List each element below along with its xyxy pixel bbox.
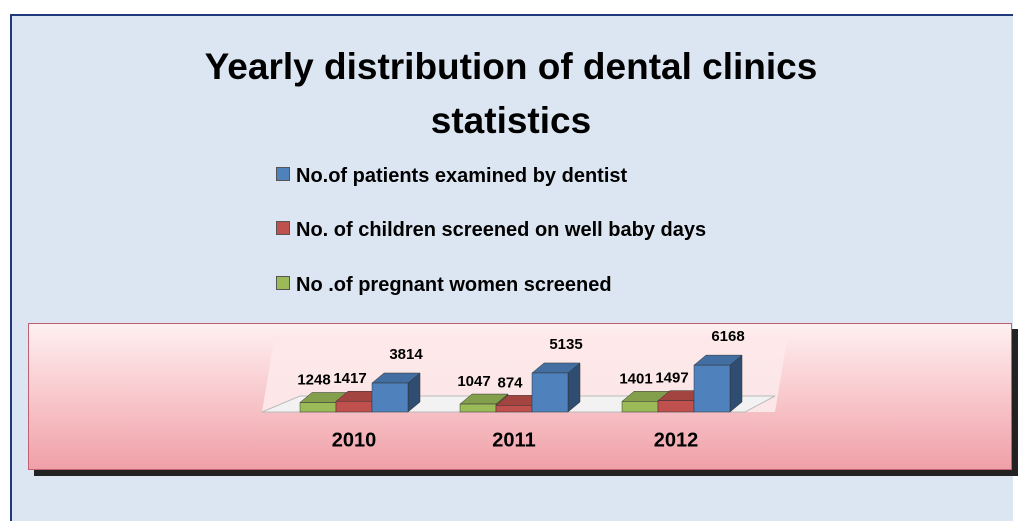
chart-title: Yearly distribution of dental clinics st… [204,46,818,141]
legend-item: No .of pregnant women screened [276,270,776,300]
bar [621,401,659,413]
bar [531,372,569,413]
legend-label: No .of pregnant women screened [296,274,612,296]
data-label: 1047 [457,373,490,390]
data-label: 874 [497,374,523,391]
bar [335,400,373,413]
legend-item: No.of patients examined by dentist [276,161,776,191]
bar [459,403,497,413]
data-label: 3814 [389,346,423,363]
bar [657,400,695,413]
title-wrap: Yearly distribution of dental clinics st… [0,40,1022,148]
x-tick-label: 2012 [654,429,699,451]
legend-label: No. of children screened on well baby da… [296,219,707,241]
bar [495,405,533,413]
legend-swatch [276,276,290,290]
bar [299,402,337,413]
legend-swatch [276,221,290,235]
bar [371,382,409,413]
data-label: 1417 [333,370,366,387]
legend-swatch [276,167,290,181]
x-tick-label: 2010 [332,429,377,451]
data-label: 6168 [711,328,744,345]
legend-item: No. of children screened on well baby da… [276,215,776,245]
x-tick-label: 2011 [492,429,535,451]
data-label: 1497 [655,370,688,387]
bar [693,364,731,413]
data-label: 1401 [619,370,652,387]
legend-label: No.of patients examined by dentist [296,165,628,187]
data-label: 5135 [549,336,582,353]
data-label: 1248 [297,371,330,388]
